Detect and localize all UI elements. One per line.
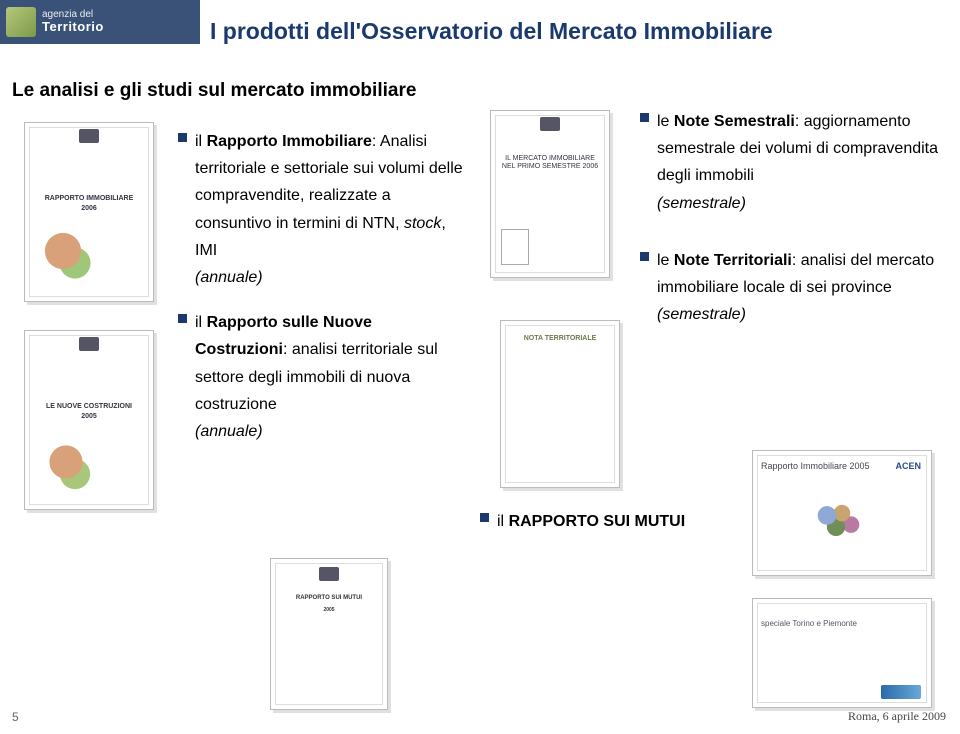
bullet-nuove-costruzioni: il Rapporto sulle Nuove Costruzioni: ana… (178, 309, 468, 445)
bullet-rapporto-immobiliare: il Rapporto Immobiliare: Analisi territo… (178, 128, 468, 291)
slide-title: I prodotti dell'Osservatorio del Mercato… (210, 18, 773, 45)
thumb2-year: 2005 (25, 413, 153, 420)
agency-line2: Territorio (42, 20, 104, 34)
thumb-nuove-costruzioni: LE NUOVE COSTRUZIONI 2005 (24, 330, 154, 510)
slide-subtitle: Le analisi e gli studi sul mercato immob… (12, 80, 416, 102)
thumb-rapporto-mutui: RAPPORTO SUI MUTUI 2005 (270, 558, 388, 710)
bullet-rapporto-mutui: il RAPPORTO SUI MUTUI (480, 508, 685, 539)
thumb-rapporto-acen: Rapporto Immobiliare 2005 ACEN (752, 450, 932, 576)
agency-name: agenzia del Territorio (42, 9, 104, 34)
bullet-icon (640, 252, 649, 261)
bullet-icon (480, 513, 489, 522)
bullet-icon (178, 314, 187, 323)
bullet-text: le Note Territoriali: analisi del mercat… (657, 247, 940, 329)
right-column: le Note Semestrali: aggiornamento semest… (640, 108, 940, 332)
thumb6-caption: Rapporto Immobiliare 2005 (761, 461, 870, 471)
thumb7-logo-icon (881, 685, 921, 699)
thumb6-org: ACEN (895, 461, 921, 471)
region-map-icon (809, 497, 869, 543)
thumb-nota-territoriale: NOTA TERRITORIALE (500, 320, 620, 488)
thumb3-caption2: NEL PRIMO SEMESTRE 2006 (491, 163, 609, 170)
page-number: 5 (12, 710, 19, 724)
thumb1-caption: RAPPORTO IMMOBILIARE (25, 195, 153, 202)
thumb5-year: 2005 (271, 607, 387, 613)
footer-date: Roma, 6 aprile 2009 (848, 709, 946, 724)
thumb7-caption: speciale Torino e Piemonte (761, 619, 857, 628)
bullet-text: il RAPPORTO SUI MUTUI (497, 508, 685, 535)
left-column: il Rapporto Immobiliare: Analisi territo… (178, 128, 468, 449)
thumb2-caption: LE NUOVE COSTRUZIONI (25, 403, 153, 410)
bullet-text: il Rapporto Immobiliare: Analisi territo… (195, 128, 468, 291)
bullet-note-semestrali: le Note Semestrali: aggiornamento semest… (640, 108, 940, 217)
thumb4-caption: NOTA TERRITORIALE (501, 335, 619, 342)
thumb-rapporto-immobiliare: RAPPORTO IMMOBILIARE 2006 (24, 122, 154, 302)
thumb-torino-piemonte: speciale Torino e Piemonte (752, 598, 932, 708)
bullet-text: le Note Semestrali: aggiornamento semest… (657, 108, 940, 217)
thumb-note-semestrali: IL MERCATO IMMOBILIARE NEL PRIMO SEMESTR… (490, 110, 610, 278)
thumb3-caption1: IL MERCATO IMMOBILIARE (491, 155, 609, 162)
bullet-icon (640, 113, 649, 122)
bullet-note-territoriali: le Note Territoriali: analisi del mercat… (640, 247, 940, 329)
bullet-text: il Rapporto sulle Nuove Costruzioni: ana… (195, 309, 468, 445)
thumb1-year: 2006 (25, 205, 153, 212)
bullet-icon (178, 133, 187, 142)
thumb5-caption: RAPPORTO SUI MUTUI (271, 595, 387, 601)
thumb3-inset-icon (501, 229, 529, 265)
agency-logo-icon (6, 7, 36, 37)
header-bar: agenzia del Territorio (0, 0, 200, 44)
agency-line1: agenzia del (42, 9, 104, 20)
